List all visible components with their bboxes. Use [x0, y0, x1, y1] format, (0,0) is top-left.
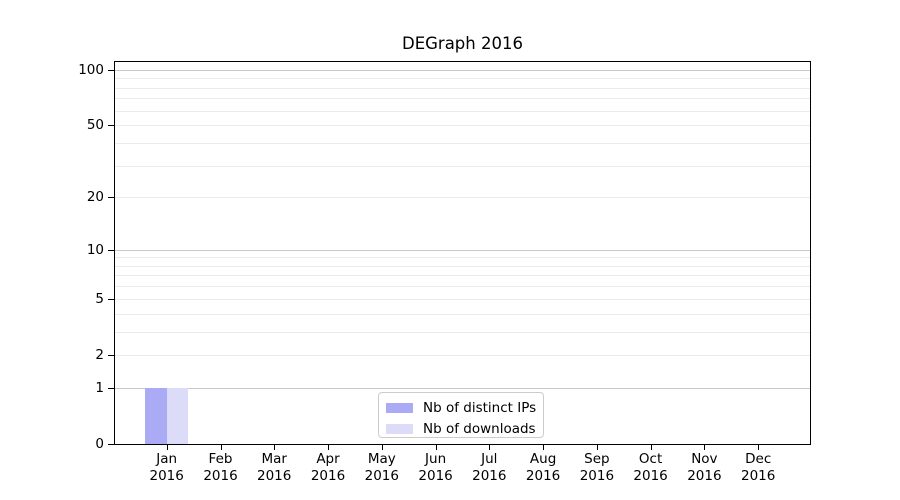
legend-entry: Nb of distinct IPs	[386, 397, 543, 418]
year-label: 2016	[257, 468, 292, 484]
x-tick	[435, 445, 437, 450]
gridline-minor	[115, 197, 810, 199]
month-label: Mar	[261, 451, 287, 467]
legend-entry: Nb of downloads	[386, 418, 543, 439]
x-tick	[274, 445, 276, 450]
month-label: Apr	[316, 451, 340, 467]
month-label: Feb	[208, 451, 233, 467]
gridline-minor	[115, 257, 810, 259]
gridline-major	[115, 69, 810, 71]
year-label: 2016	[149, 468, 184, 484]
x-tick-label: Apr 2016	[296, 451, 360, 485]
month-label: Nov	[691, 451, 718, 467]
y-tick	[108, 354, 115, 356]
x-tick-label: Jan 2016	[135, 451, 199, 485]
gridline-minor	[115, 165, 810, 167]
y-tick-label: 10	[86, 241, 104, 258]
gridline-minor	[115, 110, 810, 112]
x-tick-label: Dec 2016	[726, 451, 790, 485]
y-tick-label: 20	[86, 189, 104, 206]
legend: Nb of distinct IPs Nb of downloads	[378, 392, 544, 438]
year-label: 2016	[579, 468, 615, 484]
year-label: 2016	[687, 468, 722, 484]
month-label: Oct	[638, 451, 663, 467]
year-label: 2016	[525, 468, 561, 484]
gridline-minor	[115, 354, 810, 356]
gridline-major	[115, 249, 810, 251]
y-tick	[108, 249, 115, 251]
x-tick	[543, 445, 545, 450]
x-tick	[650, 445, 652, 450]
month-label: May	[367, 451, 396, 467]
gridline-minor	[115, 331, 810, 333]
bar-distinct-ips	[145, 387, 167, 444]
x-tick-label: Nov 2016	[672, 451, 736, 485]
y-tick-label: 100	[78, 61, 104, 78]
y-tick	[108, 444, 115, 445]
x-tick	[381, 445, 383, 450]
year-label: 2016	[418, 468, 453, 484]
plot-area	[114, 61, 811, 445]
year-label: 2016	[472, 468, 507, 484]
month-label: Jun	[425, 451, 447, 467]
month-label: Jul	[481, 451, 498, 467]
y-tick-label: 0	[95, 436, 104, 452]
month-label: Dec	[745, 451, 772, 467]
month-label: Sep	[584, 451, 610, 467]
gridline-minor	[115, 142, 810, 144]
x-tick-label: Jun 2016	[404, 451, 468, 485]
year-label: 2016	[633, 468, 668, 484]
gridline-minor	[115, 98, 810, 100]
gridline-minor	[115, 265, 810, 267]
x-tick	[328, 445, 329, 450]
gridline-minor	[115, 286, 810, 288]
gridline-minor	[115, 87, 810, 89]
x-tick-label: May 2016	[350, 451, 414, 485]
x-tick	[220, 445, 222, 450]
y-tick	[108, 298, 115, 300]
x-tick	[596, 445, 598, 450]
month-label: Aug	[529, 451, 557, 467]
x-tick-label: Jul 2016	[457, 451, 521, 485]
x-tick-label: Oct 2016	[619, 451, 683, 485]
gridline-minor	[115, 298, 810, 300]
gridline-minor	[115, 125, 810, 127]
y-tick	[108, 69, 115, 71]
gridline-minor	[115, 313, 810, 315]
x-tick	[758, 445, 760, 450]
gridline-minor	[115, 275, 810, 277]
x-tick-label: Feb 2016	[189, 451, 253, 485]
y-tick	[108, 197, 115, 199]
month-label: Jan	[156, 451, 178, 467]
x-tick-label: Mar 2016	[242, 451, 306, 485]
chart-title: DEGraph 2016	[402, 34, 523, 53]
legend-label: Nb of distinct IPs	[423, 399, 537, 416]
x-tick-label: Aug 2016	[511, 451, 575, 485]
y-tick-label: 5	[95, 290, 104, 307]
year-label: 2016	[364, 468, 399, 484]
y-tick	[108, 387, 115, 389]
year-label: 2016	[741, 468, 776, 484]
legend-swatch	[386, 402, 413, 413]
gridline-major	[115, 387, 810, 389]
y-tick-label: 50	[86, 117, 104, 134]
legend-label: Nb of downloads	[423, 420, 536, 437]
y-tick-label: 2	[95, 346, 104, 363]
x-tick-label: Sep 2016	[565, 451, 629, 485]
legend-swatch	[386, 423, 413, 434]
x-tick	[489, 445, 491, 450]
x-tick	[704, 445, 706, 450]
x-tick	[166, 445, 168, 450]
gridline-minor	[115, 78, 810, 80]
y-tick-label: 1	[95, 379, 104, 396]
year-label: 2016	[310, 468, 346, 484]
year-label: 2016	[203, 468, 238, 484]
y-tick	[108, 125, 115, 127]
bar-downloads	[166, 387, 189, 444]
